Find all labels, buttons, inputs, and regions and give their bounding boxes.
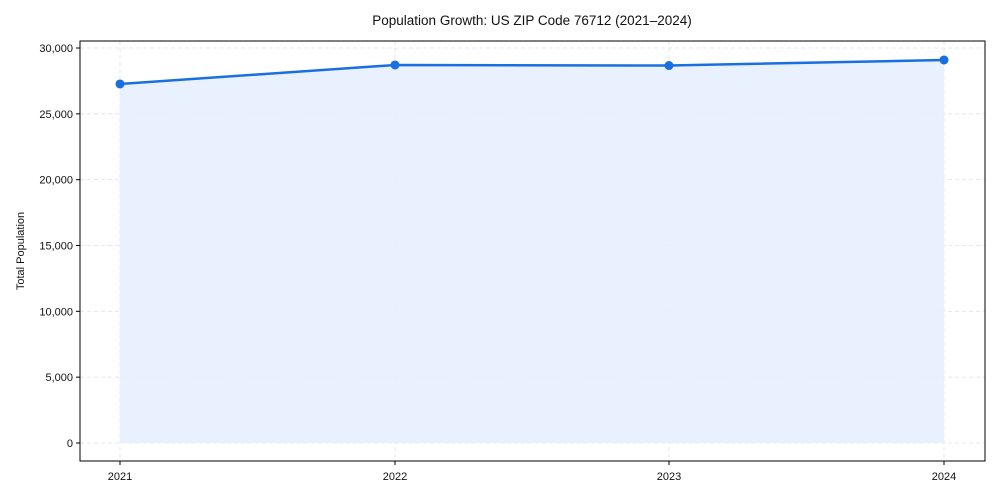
plot-frame [79, 40, 986, 462]
y-tick-label: 10,000 [39, 306, 73, 318]
data-point-marker [115, 79, 125, 89]
y-tick-label: 30,000 [39, 43, 73, 55]
data-line [119, 58, 945, 86]
x-tick-label: 2023 [657, 471, 681, 483]
y-tick-label: 0 [67, 438, 73, 450]
y-axis-label: Total Population [15, 212, 27, 290]
y-tick-label: 20,000 [39, 175, 73, 187]
y-axis-ticks: 0 5,000 10,000 15,000 20,000 25,000 30,000 [39, 43, 80, 450]
x-tick-label: 2024 [932, 471, 956, 483]
x-tick-label: 2022 [383, 471, 407, 483]
chart-title: Population Growth: US ZIP Code 76712 (20… [372, 13, 691, 28]
y-tick-label: 15,000 [39, 241, 73, 253]
x-tick-label: 2021 [108, 471, 132, 483]
data-point-marker [390, 60, 400, 70]
data-point-marker [939, 55, 949, 65]
data-points [115, 55, 949, 89]
x-axis-ticks: 2021 2022 2023 2024 [108, 461, 956, 483]
area-fill [120, 59, 944, 444]
y-tick-label: 25,000 [39, 109, 73, 121]
data-point-marker [664, 61, 674, 71]
y-tick-label: 5,000 [45, 372, 73, 384]
